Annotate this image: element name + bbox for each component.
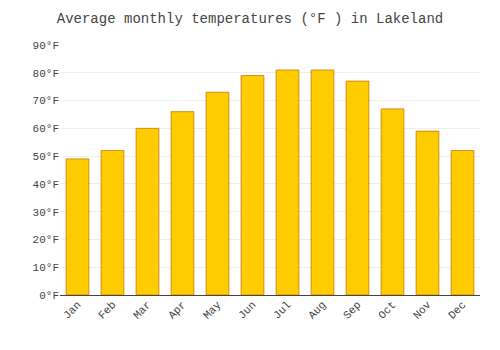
svg-text:0°F: 0°F [39, 290, 59, 302]
svg-text:May: May [201, 299, 224, 322]
svg-text:80°F: 80°F [33, 68, 59, 80]
svg-text:70°F: 70°F [33, 95, 59, 107]
svg-text:20°F: 20°F [33, 234, 59, 246]
svg-text:Oct: Oct [376, 299, 398, 321]
svg-text:Sep: Sep [341, 299, 363, 321]
svg-text:40°F: 40°F [33, 179, 59, 191]
svg-text:10°F: 10°F [33, 262, 59, 274]
svg-text:30°F: 30°F [33, 207, 59, 219]
svg-text:Average monthly temperatures (: Average monthly temperatures (°F ) in La… [57, 11, 443, 27]
svg-text:Jul: Jul [271, 299, 293, 321]
svg-text:Mar: Mar [131, 299, 153, 321]
svg-text:Nov: Nov [411, 299, 434, 322]
svg-text:60°F: 60°F [33, 123, 59, 135]
svg-text:50°F: 50°F [33, 151, 59, 163]
svg-text:90°F: 90°F [33, 40, 59, 52]
svg-text:Jan: Jan [61, 299, 83, 321]
svg-text:Feb: Feb [96, 299, 118, 321]
svg-text:Dec: Dec [446, 299, 468, 321]
svg-text:Jun: Jun [236, 299, 258, 321]
svg-text:Apr: Apr [166, 299, 188, 321]
svg-text:Aug: Aug [306, 299, 328, 321]
